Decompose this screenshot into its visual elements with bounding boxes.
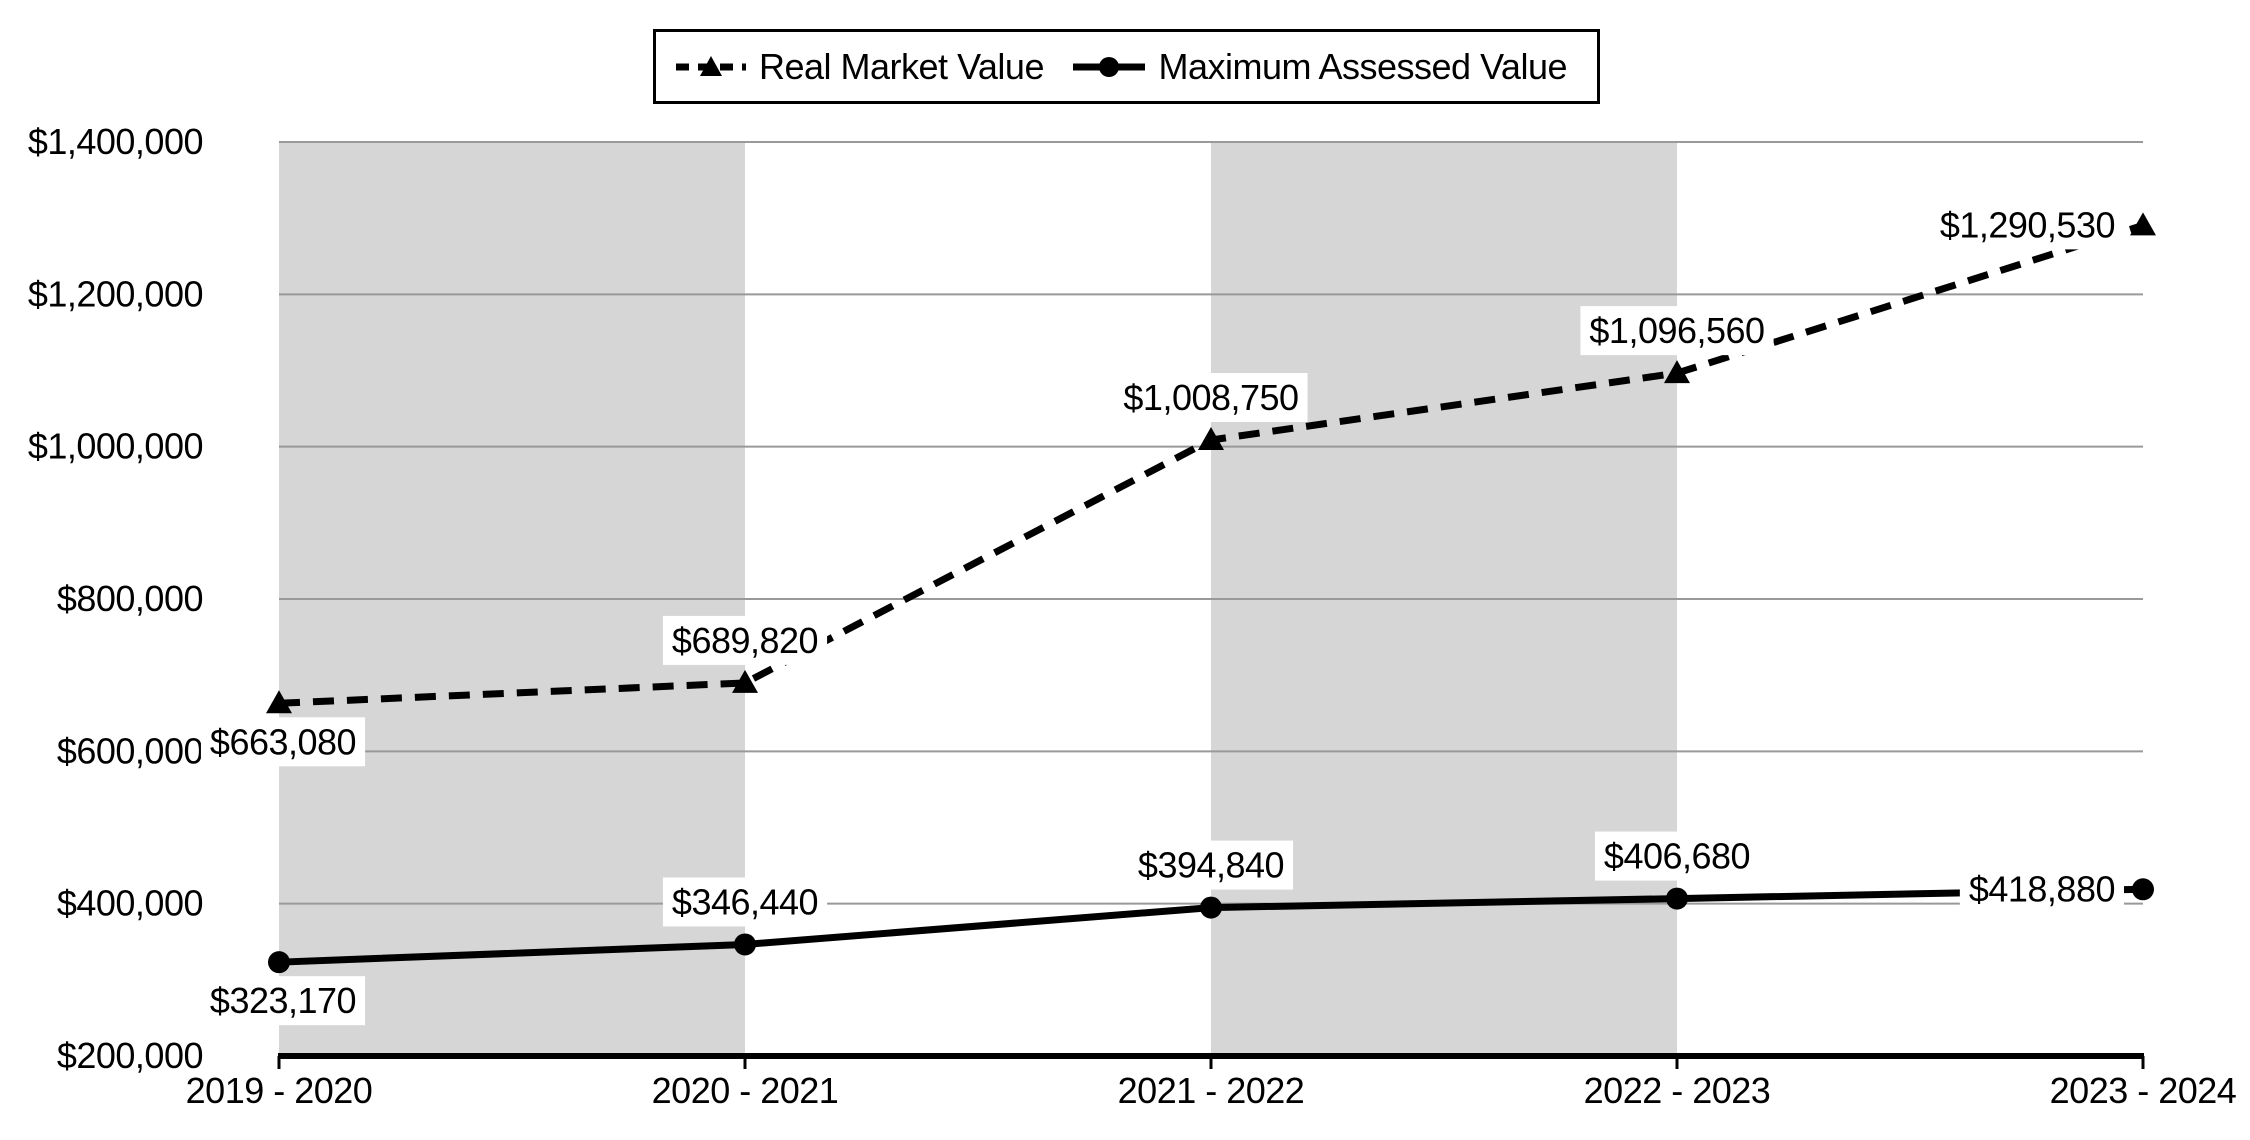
data-label-background <box>200 976 366 1026</box>
legend-item-maximum-assessed-value: Maximum Assessed Value <box>1073 46 1567 88</box>
data-label: $689,820 <box>672 620 818 661</box>
marker-circle <box>1200 896 1222 919</box>
y-axis-label: $600,000 <box>57 730 203 771</box>
data-label: $394,840 <box>1138 845 1284 886</box>
data-label-background <box>1930 200 2124 250</box>
x-axis-label: 2022 - 2023 <box>1584 1070 1771 1111</box>
y-axis-label: $800,000 <box>57 578 203 619</box>
data-label-background <box>662 877 828 927</box>
y-axis-label: $1,000,000 <box>28 426 203 467</box>
data-label: $406,680 <box>1604 836 1750 877</box>
data-label-background <box>1128 840 1294 890</box>
data-label-background <box>200 717 366 767</box>
data-label-background <box>1114 373 1308 423</box>
marker-circle <box>734 933 756 956</box>
marker-circle <box>1666 887 1688 910</box>
data-label: $418,880 <box>1969 868 2115 909</box>
marker-triangle <box>1664 360 1690 384</box>
data-label: $323,170 <box>210 980 356 1021</box>
legend: Real Market Value Maximum Assessed Value <box>653 29 1600 104</box>
y-axis-label: $400,000 <box>57 883 203 924</box>
dashed-line-triangle-icon <box>676 55 746 76</box>
data-label-background <box>1959 864 2124 914</box>
y-axis-label: $200,000 <box>57 1035 203 1076</box>
data-label: $1,008,750 <box>1123 377 1298 418</box>
x-axis-label: 2019 - 2020 <box>186 1070 373 1111</box>
data-label-background <box>662 615 828 665</box>
legend-label-real-market-value: Real Market Value <box>759 45 1044 87</box>
legend-item-real-market-value: Real Market Value <box>676 46 1044 88</box>
marker-triangle <box>1198 427 1224 451</box>
data-label: $663,080 <box>210 721 356 762</box>
marker-triangle <box>732 669 758 693</box>
y-axis-label: $1,200,000 <box>28 273 203 314</box>
x-axis-label: 2020 - 2021 <box>652 1070 839 1111</box>
data-label: $1,290,530 <box>1940 204 2115 245</box>
legend-label-maximum-assessed-value: Maximum Assessed Value <box>1158 45 1567 87</box>
marker-triangle <box>2130 212 2156 236</box>
data-label: $346,440 <box>672 881 818 922</box>
data-label-background <box>1594 831 1760 881</box>
data-label: $1,096,560 <box>1589 310 1764 351</box>
marker-triangle <box>266 690 292 714</box>
solid-line-circle-icon <box>1073 56 1146 77</box>
y-axis-label: $1,400,000 <box>28 121 203 162</box>
x-axis-label: 2023 - 2024 <box>2050 1070 2237 1111</box>
marker-circle <box>2132 878 2154 901</box>
marker-circle <box>268 951 290 974</box>
data-label-background <box>1580 306 1774 356</box>
x-axis-label: 2021 - 2022 <box>1118 1070 1305 1111</box>
